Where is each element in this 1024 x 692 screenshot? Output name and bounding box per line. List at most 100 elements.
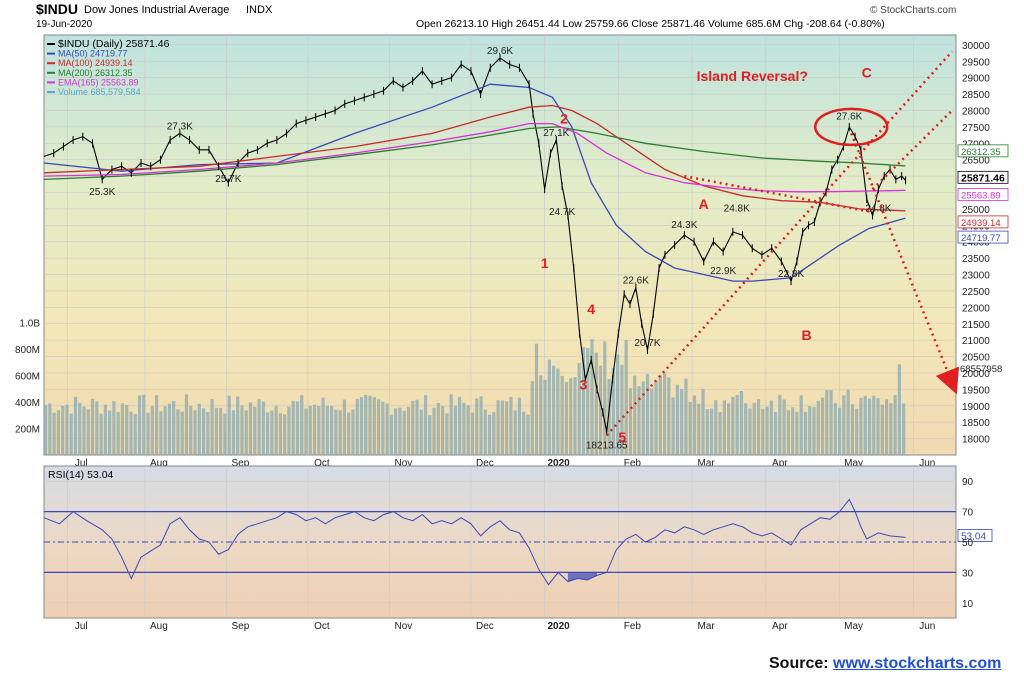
volume-bar [133, 414, 137, 455]
volume-bar [172, 401, 176, 455]
volume-bar [526, 414, 530, 455]
volume-bar [270, 410, 274, 455]
price-tag-box [957, 215, 1009, 229]
source-link[interactable]: www.stockcharts.com [833, 655, 1002, 672]
price-lines [43, 53, 907, 436]
volume-bar [180, 411, 184, 455]
volume-bar [654, 380, 658, 455]
volume-bars [44, 339, 906, 455]
volume-bar [137, 395, 142, 455]
y-tick-label: 22000 [962, 303, 990, 314]
wave-label: 3 [580, 376, 588, 392]
x-tick-label: Apr [772, 458, 788, 469]
volume-bar [120, 403, 125, 455]
volume-bar [167, 403, 171, 455]
y-tick-label: 20000 [962, 369, 990, 380]
volume-bar [312, 404, 317, 455]
volume-bar [146, 412, 150, 455]
y-tick-label: 27500 [962, 123, 990, 134]
volume-bar [189, 405, 193, 455]
volume-bar [735, 395, 739, 455]
volume-bar [389, 414, 393, 455]
wave-label: Island Reversal? [697, 68, 808, 84]
y-tick-label: 20500 [962, 353, 990, 364]
volume-bar [573, 377, 577, 455]
volume-bar [462, 402, 466, 455]
volume-bar [522, 411, 526, 455]
volume-bar [458, 396, 462, 455]
volume-bar [684, 378, 688, 455]
volume-tick-label: 600M [15, 372, 40, 383]
volume-bar [210, 398, 214, 455]
volume-bar [803, 411, 808, 455]
price-tag-label: 26312.35 [961, 147, 1001, 158]
volume-bar [850, 404, 855, 455]
volume-bar [219, 407, 223, 455]
volume-bar [838, 407, 842, 455]
rsi-grid [44, 466, 956, 618]
volume-bar [867, 398, 872, 455]
volume-bar [773, 411, 778, 455]
volume-bar [423, 395, 428, 455]
x-tick-label: Sep [232, 458, 250, 469]
volume-bar [90, 398, 95, 455]
volume-bar [300, 395, 304, 455]
volume-bar [607, 379, 611, 455]
price-annotation: 24.8K [865, 203, 891, 214]
rsi-label: RSI(14) 53.04 [48, 469, 114, 481]
volume-bar [590, 339, 594, 455]
price-annotation: 22.9K [710, 266, 736, 277]
price-annotation: 24.7K [549, 207, 575, 218]
volume-bar [257, 399, 261, 455]
volume-bar [61, 405, 65, 455]
volume-bar [505, 401, 509, 455]
y-tick-label: 21500 [962, 320, 990, 331]
x-tick-label: Jul [75, 621, 88, 632]
exchange-label: INDX [246, 4, 273, 16]
rsi-line [43, 498, 906, 586]
volume-tick-label: 1.0B [19, 319, 40, 330]
volume-bar [308, 406, 312, 455]
price-annotation: 20.7K [634, 338, 660, 349]
volume-bar [855, 408, 859, 455]
volume-bar [65, 404, 69, 455]
price-tags: 26312.35 25871.46 25563.89 24939.14 24719.77… [957, 144, 1009, 375]
volume-bar [569, 378, 573, 455]
volume-bar [581, 347, 586, 455]
volume-tick-label: 800M [15, 345, 40, 356]
volume-bar [108, 410, 112, 455]
y-tick-label: 18000 [962, 435, 990, 446]
volume-bar [116, 411, 120, 455]
y-tick-label: 23500 [962, 254, 990, 265]
volume-bar [884, 399, 889, 455]
volume-bar [453, 405, 458, 455]
volume-bar [560, 375, 564, 455]
volume-tick-label: 400M [15, 398, 40, 409]
volume-bar [688, 402, 692, 455]
volume-bar [697, 403, 701, 455]
price-tag-box [957, 170, 1009, 184]
volume-bar [142, 394, 146, 455]
brand-label: © StockCharts.com [870, 5, 956, 16]
volume-bar [872, 395, 876, 455]
volume-bar [880, 404, 884, 455]
volume-bar [564, 382, 569, 455]
volume-bar [552, 365, 556, 455]
volume-bar [786, 410, 790, 455]
volume-bar [359, 397, 364, 455]
volume-bar [253, 406, 257, 455]
volume-bar [500, 400, 504, 455]
price-annotation: 22.6K [623, 276, 649, 287]
volume-bar [752, 402, 756, 455]
volume-bar [628, 388, 633, 455]
volume-bar [616, 354, 620, 455]
volume-bar [513, 410, 517, 455]
volume-bar [436, 402, 440, 455]
volume-bar [701, 389, 705, 455]
volume-bar [364, 394, 368, 455]
price-annotation: 22.8K [778, 269, 804, 280]
volume-bar [744, 403, 748, 455]
volume-bar [547, 359, 551, 455]
volume-bar [863, 395, 867, 455]
